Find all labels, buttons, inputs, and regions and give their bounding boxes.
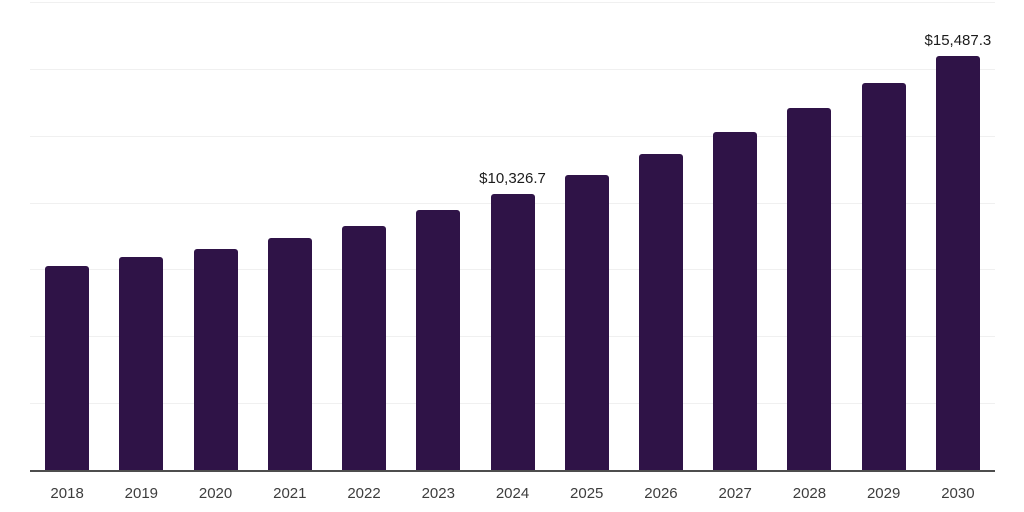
x-tick-label-2028: 2028 [792, 485, 827, 502]
x-tick-label-2023: 2023 [421, 485, 455, 502]
bar-2026 [638, 153, 683, 470]
bar-2030 [935, 55, 980, 470]
x-tick-label-2026: 2026 [644, 485, 678, 502]
plot-area [30, 2, 995, 470]
x-tick-label-2025: 2025 [570, 485, 604, 502]
gridline [30, 2, 995, 3]
x-tick-label-2020: 2020 [198, 485, 233, 502]
data-label-2030: $15,487.3 [924, 31, 992, 49]
x-tick-label-2030: 2030 [941, 485, 975, 502]
gridline [30, 135, 995, 137]
x-tick-label-2018: 2018 [50, 485, 84, 502]
x-tick-label-2024: 2024 [495, 485, 530, 502]
x-tick-label-2019: 2019 [124, 485, 159, 502]
bar-2024 [490, 193, 535, 470]
x-axis-line [30, 470, 995, 472]
bar-2021 [267, 238, 312, 470]
bar-2028 [787, 108, 832, 470]
bar-2018 [45, 265, 90, 470]
data-label-2024: $10,326.7 [479, 169, 546, 187]
bar-2020 [193, 249, 238, 470]
bar-2019 [119, 257, 164, 470]
x-tick-label-2029: 2029 [866, 485, 901, 502]
x-tick-label-2021: 2021 [273, 485, 307, 502]
bar-2023 [416, 210, 461, 470]
bar-2022 [342, 226, 387, 470]
gridline [30, 68, 995, 70]
bar-2025 [564, 174, 609, 470]
x-tick-label-2022: 2022 [347, 485, 381, 502]
bar-2029 [861, 82, 906, 470]
x-tick-label-2027: 2027 [718, 485, 752, 502]
bar-2027 [713, 131, 758, 470]
